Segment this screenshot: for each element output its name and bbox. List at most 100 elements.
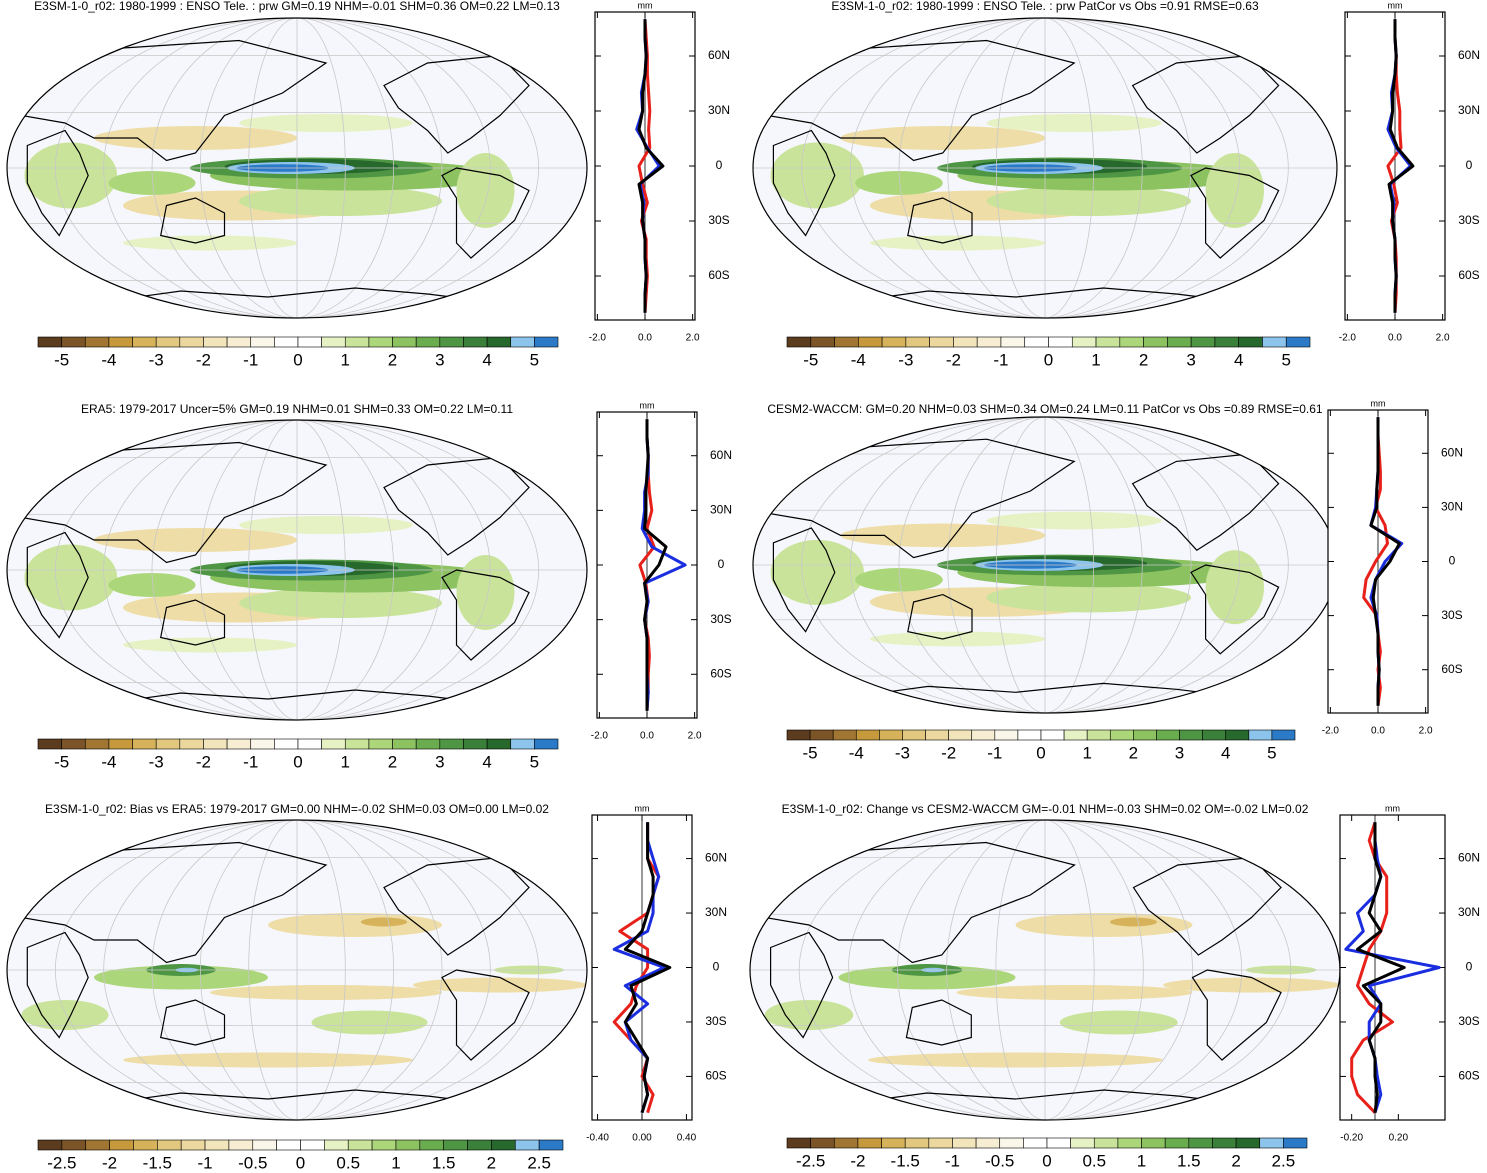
y-tick-label: 0 <box>718 557 725 571</box>
colorbar-box <box>109 1139 134 1151</box>
colorbar-box <box>321 336 346 348</box>
contour-area <box>210 985 442 1000</box>
colorbar-label: 4 <box>1234 350 1243 369</box>
colorbar-box <box>84 738 110 750</box>
colorbar-box <box>1156 729 1180 741</box>
colorbar-box <box>324 1139 349 1151</box>
colorbar-box <box>925 729 949 741</box>
coastline <box>383 54 530 154</box>
colorbar-label: 2 <box>388 350 397 369</box>
colorbar-box <box>786 1137 811 1149</box>
contour-area <box>123 637 297 653</box>
x-axis-label: mm <box>635 803 650 813</box>
contour-area <box>1205 153 1265 228</box>
coastline <box>26 531 89 639</box>
colorbar-box <box>37 738 62 750</box>
colorbar-box <box>1225 729 1250 741</box>
colorbar-label: -1 <box>987 743 1002 762</box>
contour-area <box>956 985 1193 1000</box>
coastline <box>93 689 501 706</box>
y-tick-label: 30N <box>1441 500 1463 514</box>
coastline <box>1131 54 1280 154</box>
colorbar-box <box>344 738 370 750</box>
colorbar-box <box>297 738 322 750</box>
colorbar-box <box>108 336 133 348</box>
colorbar-label: -2 <box>102 1153 117 1172</box>
coastline <box>159 999 226 1046</box>
y-tick-label: 30N <box>710 503 732 517</box>
coastline <box>441 569 530 661</box>
colorbar-label: -5 <box>54 752 69 771</box>
colorbar-box <box>276 1139 301 1151</box>
colorbar-label: 1 <box>1082 743 1091 762</box>
coastline <box>840 682 1250 699</box>
map-title: ERA5: 1979-2017 Uncer=5% GM=0.19 NHM=0.0… <box>81 402 513 416</box>
colorbar-box <box>999 1137 1024 1149</box>
profile-line <box>623 822 672 1114</box>
contour-area <box>456 153 515 228</box>
colorbar-label: 1 <box>1137 1151 1146 1170</box>
colorbar-box <box>1117 1137 1142 1149</box>
colorbar-label: 1 <box>341 752 350 771</box>
colorbar-box <box>250 738 275 750</box>
colorbar-box <box>179 336 204 348</box>
map-title: CESM2-WACCM: GM=0.20 NHM=0.03 SHM=0.34 O… <box>767 402 1323 416</box>
coastline <box>159 197 226 244</box>
map-title: E3SM-1-0_r02: Change vs CESM2-WACCM GM=-… <box>782 802 1309 816</box>
coastline <box>383 856 530 956</box>
colorbar-box <box>371 1139 397 1151</box>
contour-area <box>94 965 268 990</box>
y-tick-label: 60N <box>705 851 727 865</box>
colorbar-box <box>975 1137 1001 1149</box>
colorbar-box <box>203 738 228 750</box>
profile-line <box>1369 417 1401 706</box>
colorbar-label: 2 <box>1139 350 1148 369</box>
contour-area <box>239 186 442 216</box>
colorbar-box <box>809 729 834 741</box>
colorbar-label: -2 <box>946 350 961 369</box>
colorbar-box <box>85 1139 110 1151</box>
map-title: E3SM-1-0_r02: Bias vs ERA5: 1979-2017 GM… <box>45 802 549 816</box>
profile-frame <box>1339 814 1446 1121</box>
colorbar-box <box>392 738 417 750</box>
colorbar-box <box>61 336 86 348</box>
colorbar-label: 5 <box>530 350 539 369</box>
y-tick-label: 30S <box>708 213 729 227</box>
colorbar-box <box>834 336 859 348</box>
colorbar-box <box>1214 336 1239 348</box>
colorbar-box <box>274 738 299 750</box>
contour-area <box>770 142 864 209</box>
colorbar-label: 5 <box>1281 350 1290 369</box>
map-border <box>6 419 588 721</box>
colorbar-box <box>439 738 464 750</box>
y-tick-label: 60N <box>1458 851 1480 865</box>
x-tick-label: 0.20 <box>1389 1133 1409 1144</box>
colorbar-box <box>486 738 512 750</box>
colorbar-box <box>395 1139 421 1151</box>
colorbar-box <box>368 738 393 750</box>
colorbar-box <box>1212 1137 1237 1149</box>
coastline <box>93 287 501 304</box>
colorbar-box <box>1167 336 1192 348</box>
colorbar-label: 3 <box>1175 743 1184 762</box>
contour-area <box>1205 550 1265 625</box>
colorbar-label: -2.5 <box>47 1153 76 1172</box>
colorbar-box <box>1086 729 1111 741</box>
colorbar-box <box>953 336 978 348</box>
colorbar-box <box>1046 1137 1071 1149</box>
map-field <box>750 820 1340 1120</box>
colorbar-label: 2.5 <box>527 1153 551 1172</box>
colorbar-box <box>905 336 930 348</box>
colorbar-label: -1 <box>197 1153 212 1172</box>
colorbar-box <box>155 738 181 750</box>
colorbar-label: -4 <box>101 350 116 369</box>
coastline <box>772 527 836 633</box>
profile-line <box>1350 821 1394 1114</box>
colorbar-box <box>132 738 157 750</box>
colorbar-box <box>858 336 883 348</box>
coastline <box>93 1089 501 1106</box>
colorbar-box <box>1248 729 1273 741</box>
contour-area <box>1109 917 1158 927</box>
colorbar-label: 1 <box>391 1153 400 1172</box>
colorbar-label: 4 <box>482 350 491 369</box>
